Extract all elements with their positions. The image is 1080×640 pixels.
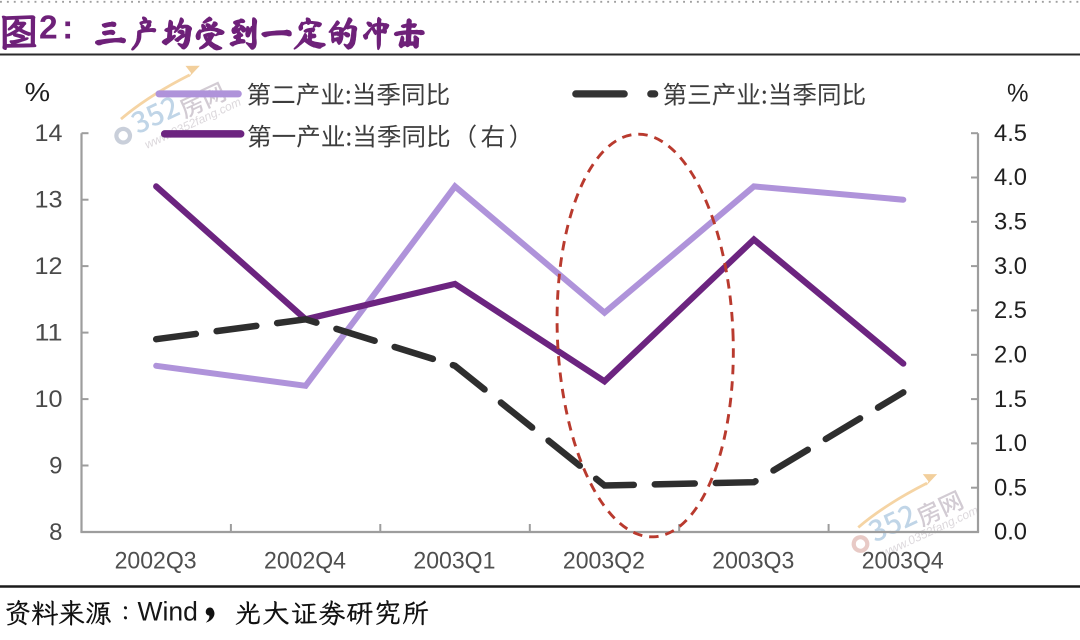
svg-text:2003Q1: 2003Q1 bbox=[413, 548, 495, 575]
svg-text:12: 12 bbox=[35, 253, 63, 280]
svg-text:11: 11 bbox=[35, 319, 63, 346]
svg-text:3.0: 3.0 bbox=[994, 253, 1027, 280]
svg-text:9: 9 bbox=[49, 452, 62, 479]
svg-text:%: % bbox=[25, 77, 50, 107]
svg-text:1.0: 1.0 bbox=[994, 430, 1027, 457]
svg-text:%: % bbox=[1007, 79, 1029, 107]
svg-text:0.0: 0.0 bbox=[994, 519, 1027, 546]
svg-text:2002Q4: 2002Q4 bbox=[264, 548, 346, 575]
svg-text:14: 14 bbox=[35, 120, 63, 147]
svg-text:2003Q4: 2003Q4 bbox=[862, 548, 944, 575]
svg-text:Wind: Wind bbox=[138, 597, 198, 627]
svg-text:0.5: 0.5 bbox=[994, 474, 1027, 501]
svg-text:2003Q2: 2003Q2 bbox=[563, 548, 645, 575]
svg-text:3.5: 3.5 bbox=[994, 209, 1027, 236]
svg-text:2.0: 2.0 bbox=[994, 342, 1027, 369]
svg-text:2.5: 2.5 bbox=[994, 297, 1027, 324]
svg-text:1.5: 1.5 bbox=[994, 386, 1027, 413]
svg-text:2003Q3: 2003Q3 bbox=[712, 548, 794, 575]
svg-text:4.0: 4.0 bbox=[994, 164, 1027, 191]
svg-text:4.5: 4.5 bbox=[994, 120, 1027, 147]
svg-text:2002Q3: 2002Q3 bbox=[115, 548, 197, 575]
svg-text:13: 13 bbox=[35, 187, 63, 214]
svg-text:10: 10 bbox=[35, 386, 63, 413]
svg-text:8: 8 bbox=[49, 519, 62, 546]
svg-text:2:: 2: bbox=[39, 10, 78, 47]
